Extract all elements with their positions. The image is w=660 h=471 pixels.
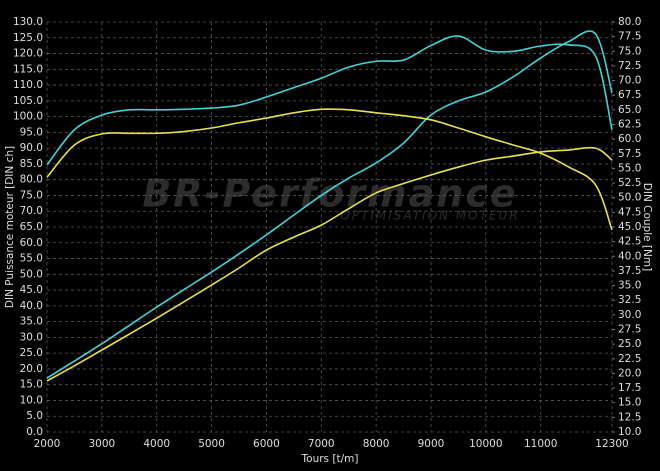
y-tick-label: 100.0	[13, 111, 43, 123]
x-tick-label: 4000	[143, 438, 170, 450]
y-tick-label: 20.0	[20, 363, 43, 375]
y-tick-label: 80.0	[20, 174, 43, 186]
watermark-subtitle: Optimisation moteur	[340, 209, 519, 223]
y-tick-label: 40.0	[20, 300, 43, 312]
y2-tick-label: 77.5	[618, 31, 641, 43]
y-tick-label: 120.0	[13, 48, 43, 60]
x-axis-label: Tours [t/m]	[301, 453, 359, 465]
y2-tick-label: 37.5	[618, 265, 641, 277]
series-line	[46, 146, 613, 382]
y-tick-label: 125.0	[13, 32, 43, 44]
series-line	[46, 35, 613, 166]
y2-tick-label: 50.0	[618, 192, 641, 204]
y-tick-label: 90.0	[20, 142, 43, 154]
x-tick-label: 10000	[469, 438, 502, 450]
x-tick-label: 12300	[595, 438, 628, 450]
y-tick-label: 110.0	[13, 79, 43, 91]
y2-tick-label: 22.5	[618, 353, 641, 365]
y2-tick-label: 45.0	[618, 221, 641, 233]
y-tick-label: 85.0	[20, 158, 43, 170]
y-tick-label: 70.0	[20, 205, 43, 217]
y-tick-label: 105.0	[13, 95, 43, 107]
x-tick-label: 2000	[34, 438, 61, 450]
x-tick-label: 3000	[88, 438, 115, 450]
watermark: BR-Performance	[142, 172, 517, 216]
series-line	[46, 30, 613, 379]
y2-tick-label: 15.0	[618, 397, 641, 409]
y-tick-label: 115.0	[13, 63, 43, 75]
y2-tick-label: 27.5	[618, 324, 641, 336]
y2-axis-label: DIN Couple [Nm]	[641, 183, 653, 271]
y2-tick-label: 52.5	[618, 177, 641, 189]
y2-tick-label: 65.0	[618, 104, 641, 116]
x-tick-label: 6000	[253, 438, 280, 450]
y-tick-label: 35.0	[20, 316, 43, 328]
y2-tick-label: 17.5	[618, 382, 641, 394]
y-tick-label: 95.0	[20, 126, 43, 138]
x-tick-label: 5000	[198, 438, 225, 450]
y-tick-label: 30.0	[20, 331, 43, 343]
y-axis-label: DIN Puissance moteur [DIN ch]	[4, 146, 16, 308]
x-tick-label: 8000	[363, 438, 390, 450]
x-tick-label: 11000	[524, 438, 557, 450]
y2-tick-label: 72.5	[618, 60, 641, 72]
y2-tick-label: 42.5	[618, 236, 641, 248]
y2-tick-label: 35.0	[618, 280, 641, 292]
y2-tick-label: 40.0	[618, 250, 641, 262]
y-tick-label: 0.0	[26, 426, 43, 438]
y2-tick-label: 67.5	[618, 89, 641, 101]
y2-tick-label: 47.5	[618, 206, 641, 218]
y2-tick-label: 70.0	[618, 75, 641, 87]
series-line	[46, 108, 613, 231]
y2-tick-label: 10.0	[618, 426, 641, 438]
x-tick-label: 7000	[308, 438, 335, 450]
y2-tick-label: 32.5	[618, 294, 641, 306]
y2-tick-label: 30.0	[618, 309, 641, 321]
y2-tick-label: 25.0	[618, 338, 641, 350]
y-tick-label: 5.0	[26, 410, 43, 422]
y2-tick-label: 75.0	[618, 45, 641, 57]
y-tick-label: 60.0	[20, 237, 43, 249]
y-tick-label: 75.0	[20, 189, 43, 201]
y-tick-label: 45.0	[20, 284, 43, 296]
y2-tick-label: 57.5	[618, 148, 641, 160]
x-tick-label: 9000	[418, 438, 445, 450]
y2-tick-label: 20.0	[618, 367, 641, 379]
y-tick-label: 15.0	[20, 379, 43, 391]
y2-tick-label: 62.5	[618, 119, 641, 131]
y-tick-label: 50.0	[20, 268, 43, 280]
y2-tick-label: 55.0	[618, 162, 641, 174]
y2-tick-label: 80.0	[618, 16, 641, 28]
y2-tick-label: 60.0	[618, 133, 641, 145]
y2-tick-label: 12.5	[618, 411, 641, 423]
y-tick-label: 10.0	[20, 394, 43, 406]
y-tick-label: 55.0	[20, 253, 43, 265]
y-tick-label: 65.0	[20, 221, 43, 233]
y-tick-label: 130.0	[13, 16, 43, 28]
y-tick-label: 25.0	[20, 347, 43, 359]
